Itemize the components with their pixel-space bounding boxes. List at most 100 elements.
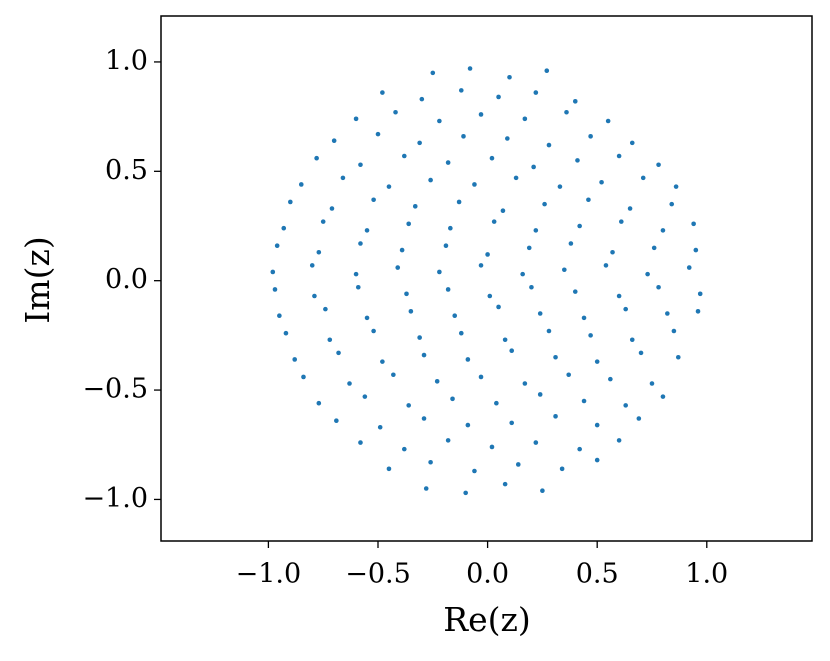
point [594,457,600,463]
point [656,284,661,290]
point [568,241,574,246]
point [533,440,539,445]
point [417,140,422,146]
point [461,134,466,139]
point [386,184,392,189]
point [472,182,477,187]
point [610,249,615,255]
point [323,306,328,312]
point [566,372,571,378]
point [406,403,411,408]
point [358,241,363,246]
point [402,153,407,159]
point [358,162,363,168]
point [572,289,578,294]
point [656,162,661,168]
point [588,134,593,139]
y-axis-label: Im(z) [18,236,57,323]
point [557,184,563,189]
point [489,444,495,450]
point [540,488,545,493]
point [520,271,525,277]
point [456,199,462,205]
point [673,184,679,189]
point [513,175,519,181]
point [489,155,495,161]
point [586,197,591,203]
point [599,179,604,185]
point [450,396,455,402]
point [437,118,442,124]
point [283,330,289,336]
point [375,131,381,137]
point [463,490,468,496]
point [629,337,635,343]
y-tick-label: 0.0 [105,264,148,295]
point [437,269,442,275]
point [353,116,359,122]
point [502,337,508,343]
point [327,337,333,343]
point [458,88,464,93]
point [428,177,433,183]
point [695,309,701,314]
point [270,269,276,275]
point [640,175,646,181]
point [417,335,422,340]
plot-frame [160,15,813,542]
point [364,315,370,321]
point [697,291,703,297]
point [353,271,359,277]
point [408,309,414,314]
point [522,116,528,122]
point [277,313,282,318]
point [316,249,322,255]
point [487,293,493,299]
point [465,357,471,362]
point [421,416,427,421]
point [314,155,319,161]
point [298,182,304,187]
point [443,243,449,248]
y-tick-label: 0.5 [105,155,148,186]
point [423,486,429,491]
point [320,219,326,224]
x-axis-label: Re(z) [443,600,531,639]
point [496,304,501,310]
x-tick-label: −0.5 [345,559,411,590]
point [355,284,361,290]
point [301,374,306,380]
point [660,228,666,233]
point [272,287,278,292]
point [428,459,433,465]
point [531,164,536,170]
point [478,374,484,380]
point [529,284,534,290]
point [292,357,298,362]
point [546,142,552,148]
point [603,263,609,268]
point [380,90,385,95]
point [358,440,363,445]
point [478,263,484,268]
point [660,394,666,399]
x-tick-label: 0.0 [466,559,509,590]
point [467,66,473,71]
point [509,420,515,426]
point [651,245,657,251]
point [377,424,383,430]
point [485,252,490,257]
point [665,311,670,316]
point [575,158,580,163]
point [671,328,677,334]
point [669,201,675,207]
point [616,153,622,159]
point [478,112,484,117]
point [515,462,521,467]
point [619,219,624,224]
point [522,381,528,386]
point [546,328,552,334]
point [507,74,512,80]
point [465,422,471,428]
point [544,68,550,73]
